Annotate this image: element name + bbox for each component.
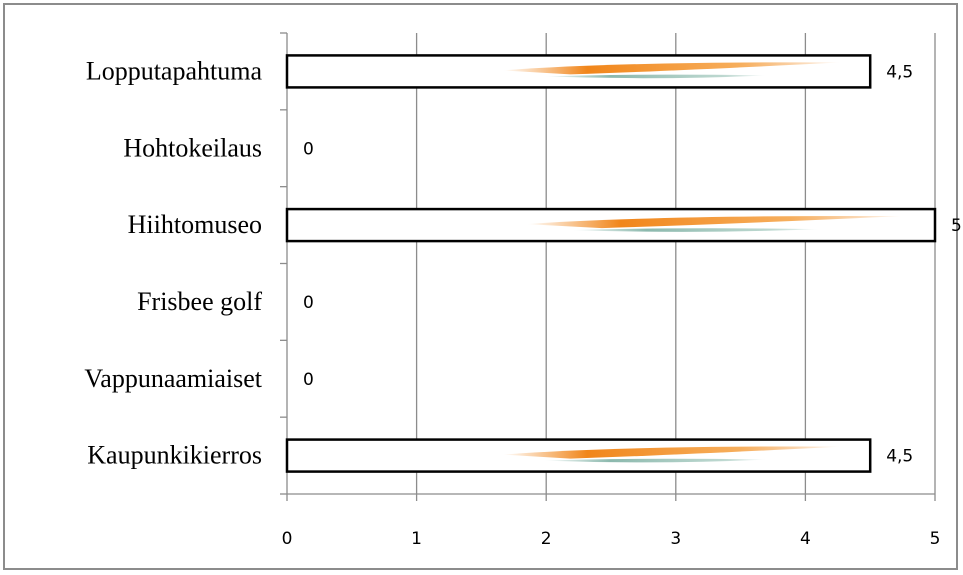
data-label: 0 (303, 139, 314, 159)
chart-frame (3, 3, 958, 570)
x-tick-label: 4 (800, 529, 811, 549)
category-label: Hohtokeilaus (123, 133, 262, 162)
x-tick-label: 3 (670, 529, 681, 549)
category-label: Hiihtomuseo (128, 210, 262, 239)
category-label: Frisbee golf (137, 287, 262, 316)
data-label: 4,5 (886, 447, 913, 467)
axes (280, 32, 936, 501)
data-label: 0 (303, 293, 314, 313)
bar-swoosh-shadow (571, 228, 820, 232)
x-tick-label: 2 (541, 529, 552, 549)
bar-swoosh (502, 62, 842, 75)
gridlines (415, 33, 936, 494)
x-tick-label: 0 (282, 529, 293, 549)
category-label: Kaupunkikierros (87, 441, 262, 470)
bar-swoosh (526, 215, 903, 229)
category-label: Vappunaamiaiset (84, 364, 262, 393)
bars (285, 54, 937, 473)
x-tick-label: 1 (411, 529, 422, 549)
category-label: Lopputapahtuma (86, 56, 263, 85)
labels: 0 1 2 3 4 5 Lopputapahtuma 4,5 Hohtokeilaus 0 Hiih… (84, 56, 961, 549)
x-tick-label: 5 (930, 529, 941, 549)
data-label: 0 (303, 370, 314, 390)
data-label: 5 (951, 216, 962, 236)
data-label: 4,5 (886, 62, 913, 82)
bar-swoosh-shadow (543, 74, 767, 79)
bar-swoosh (502, 446, 842, 459)
bar-swoosh-shadow (543, 458, 767, 463)
